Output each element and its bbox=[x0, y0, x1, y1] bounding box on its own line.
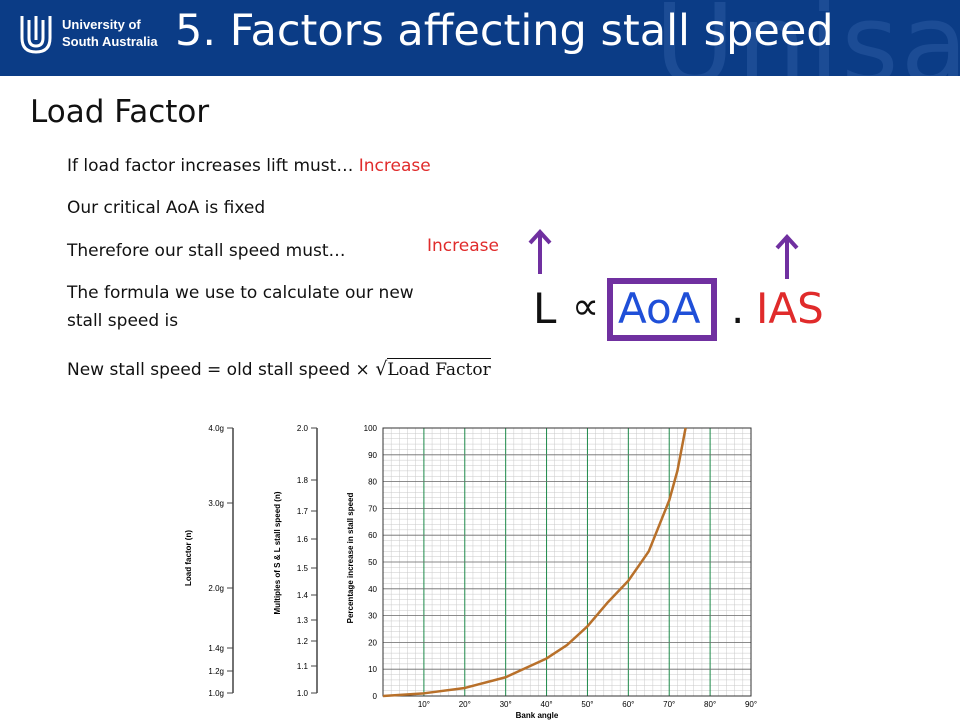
multiples-tick-label: 1.7 bbox=[297, 507, 309, 516]
y-tick-label: 30 bbox=[368, 612, 377, 621]
proportional-symbol: ∝ bbox=[572, 284, 600, 328]
aoa-highlight-box bbox=[607, 278, 717, 341]
x-tick-label: 60° bbox=[622, 700, 634, 709]
multiples-tick-label: 1.1 bbox=[297, 662, 309, 671]
x-axis-label: Bank angle bbox=[516, 711, 559, 720]
stall-speed-curve bbox=[382, 427, 687, 698]
stall-speed-answer: Increase bbox=[427, 236, 499, 256]
load-factor-question: If load factor increases lift must… Incr… bbox=[67, 156, 431, 176]
y-tick-label: 0 bbox=[373, 692, 378, 701]
multiples-tick-label: 1.2 bbox=[297, 637, 309, 646]
ias-symbol: IAS bbox=[756, 284, 824, 333]
stall-speed-question: Therefore our stall speed must… bbox=[67, 241, 346, 261]
up-arrow-icon bbox=[528, 229, 552, 274]
multiples-tick-label: 1.0 bbox=[297, 689, 309, 698]
university-logo-icon bbox=[20, 16, 52, 54]
stall-speed-formula: New stall speed = old stall speed × √Loa… bbox=[67, 358, 491, 380]
sqrt-radicand: Load Factor bbox=[387, 358, 491, 380]
x-tick-label: 30° bbox=[500, 700, 512, 709]
x-tick-label: 20° bbox=[459, 700, 471, 709]
x-tick-label: 50° bbox=[581, 700, 593, 709]
logo-line-1: University of bbox=[62, 17, 141, 32]
x-tick-label: 80° bbox=[704, 700, 716, 709]
y-tick-label: 90 bbox=[368, 451, 377, 460]
x-tick-label: 90° bbox=[745, 700, 757, 709]
stall-formula-text: New stall speed = old stall speed × bbox=[67, 360, 370, 380]
load-factor-tick-label: 3.0g bbox=[208, 499, 224, 508]
y-tick-label: 20 bbox=[368, 638, 377, 647]
up-arrow-icon bbox=[775, 234, 799, 279]
y-tick-label: 40 bbox=[368, 585, 377, 594]
stall-speed-chart: 4.0g 3.0g 2.0g 1.4g 1.2g 1.0g Load factor (n) 2… bbox=[184, 424, 757, 720]
y-tick-label: 10 bbox=[368, 665, 377, 674]
load-factor-tick-label: 1.4g bbox=[208, 644, 224, 653]
multiples-tick-label: 2.0 bbox=[297, 424, 309, 433]
header-bar: Unisa University of South Australia 5. F… bbox=[0, 0, 960, 76]
load-factor-tick-label: 2.0g bbox=[208, 584, 224, 593]
formula-intro-line-1: The formula we use to calculate our new bbox=[67, 283, 414, 303]
x-tick-label: 40° bbox=[541, 700, 553, 709]
load-factor-axis-label: Load factor (n) bbox=[184, 530, 193, 586]
aoa-symbol: AoA bbox=[618, 284, 701, 333]
critical-aoa-line: Our critical AoA is fixed bbox=[67, 198, 266, 218]
x-tick-label: 10° bbox=[418, 700, 430, 709]
load-factor-question-text: If load factor increases lift must… bbox=[67, 156, 354, 176]
sqrt-symbol: √ bbox=[375, 358, 388, 380]
multiples-tick-label: 1.8 bbox=[297, 476, 309, 485]
load-factor-answer: Increase bbox=[358, 156, 431, 176]
load-factor-tick-label: 1.2g bbox=[208, 667, 224, 676]
multiples-tick-label: 1.5 bbox=[297, 564, 309, 573]
multiples-axis-label: Multiples of S & L stall speed (n) bbox=[273, 491, 282, 614]
page-title: 5. Factors affecting stall speed bbox=[175, 6, 834, 56]
x-tick-label: 70° bbox=[663, 700, 675, 709]
lift-symbol: L bbox=[533, 284, 557, 333]
y-tick-label: 80 bbox=[368, 478, 377, 487]
plot-frame bbox=[382, 427, 752, 697]
multiples-tick-label: 1.4 bbox=[297, 591, 309, 600]
y-axis-label: Percentage increase in stall speed bbox=[346, 493, 355, 624]
y-tick-label: 50 bbox=[368, 558, 377, 567]
multiples-tick-label: 1.3 bbox=[297, 616, 309, 625]
section-subtitle: Load Factor bbox=[30, 94, 210, 130]
watermark: Unisa bbox=[654, 0, 960, 76]
load-factor-tick-label: 4.0g bbox=[208, 424, 224, 433]
y-tick-label: 60 bbox=[368, 531, 377, 540]
y-tick-label: 100 bbox=[364, 424, 378, 433]
multiply-dot: . bbox=[731, 284, 745, 333]
logo-line-2: South Australia bbox=[62, 34, 158, 49]
logo-text: University of South Australia bbox=[62, 16, 158, 50]
multiples-tick-label: 1.6 bbox=[297, 535, 309, 544]
y-tick-label: 70 bbox=[368, 504, 377, 513]
load-factor-tick-label: 1.0g bbox=[208, 689, 224, 698]
formula-intro-line-2: stall speed is bbox=[67, 311, 179, 331]
